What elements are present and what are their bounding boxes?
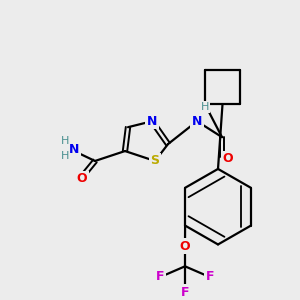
Text: S: S bbox=[151, 154, 160, 167]
Text: F: F bbox=[206, 270, 214, 283]
Text: N: N bbox=[69, 142, 79, 156]
Text: O: O bbox=[223, 152, 233, 166]
Text: H: H bbox=[61, 136, 69, 146]
Text: H: H bbox=[61, 151, 69, 161]
Text: O: O bbox=[77, 172, 87, 185]
Text: H: H bbox=[201, 102, 209, 112]
Text: O: O bbox=[180, 240, 190, 253]
Text: N: N bbox=[147, 115, 157, 128]
Text: N: N bbox=[192, 115, 202, 128]
Text: F: F bbox=[156, 270, 164, 283]
Text: F: F bbox=[181, 286, 189, 299]
